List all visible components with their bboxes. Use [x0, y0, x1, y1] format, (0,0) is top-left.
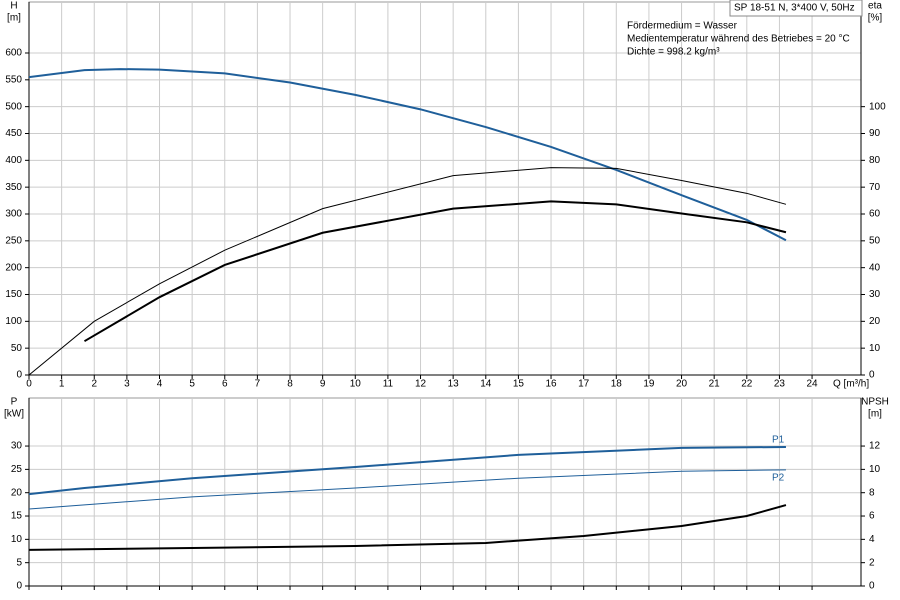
x-tick-label: 19	[643, 379, 655, 390]
y-tick-label: 400	[5, 155, 22, 166]
x-tick-label: 6	[222, 379, 228, 390]
y2-tick-label: 0	[869, 370, 875, 381]
y2-axis-label: NPSH	[861, 397, 889, 408]
y-axis-label: P	[11, 397, 18, 408]
y2-tick-label: 30	[869, 289, 881, 300]
chart-title: SP 18-51 N, 3*400 V, 50Hz	[734, 3, 855, 14]
y-tick-label: 500	[5, 101, 22, 112]
y-tick-label: 0	[16, 581, 22, 592]
y2-tick-label: 10	[869, 464, 881, 475]
y-tick-label: 15	[11, 511, 23, 522]
y2-tick-label: 10	[869, 343, 881, 354]
x-tick-label: 15	[513, 379, 525, 390]
annotation: Dichte = 998.2 kg/m³	[627, 47, 720, 58]
x-tick-label: 4	[157, 379, 163, 390]
y-tick-label: 20	[11, 487, 23, 498]
data-line	[28, 167, 787, 376]
annotation: Medientemperatur während des Betriebes =…	[627, 34, 850, 45]
y-tick-label: 350	[5, 182, 22, 193]
y-tick-label: 0	[16, 370, 22, 381]
y2-tick-label: 6	[869, 511, 875, 522]
x-tick-label: 9	[320, 379, 326, 390]
x-tick-label: 23	[774, 379, 786, 390]
y2-tick-label: 0	[869, 581, 875, 592]
y2-tick-label: 4	[869, 534, 875, 545]
y2-axis-label: eta	[868, 1, 882, 12]
y-tick-label: 450	[5, 128, 22, 139]
y2-tick-label: 12	[869, 441, 881, 452]
y-axis-unit: [m]	[7, 13, 21, 24]
x-tick-label: 10	[350, 379, 362, 390]
y2-axis-unit: [%]	[868, 13, 883, 24]
x-tick-label: 11	[383, 379, 394, 390]
x-tick-label: 24	[806, 379, 818, 390]
x-tick-label: 5	[189, 379, 195, 390]
y-tick-label: 5	[16, 557, 22, 568]
data-line	[28, 504, 787, 551]
x-tick-label: 14	[480, 379, 492, 390]
title-box	[729, 0, 863, 17]
y-tick-label: 200	[5, 262, 22, 273]
x-tick-label: 3	[124, 379, 130, 390]
plot-area	[28, 397, 862, 587]
y2-tick-label: 90	[869, 128, 881, 139]
y2-tick-label: 60	[869, 209, 881, 220]
y2-axis-unit: [m]	[868, 409, 882, 420]
x-axis-label: Q [m³/h]	[833, 379, 869, 390]
y-tick-label: 250	[5, 235, 22, 246]
y2-tick-label: 50	[869, 235, 881, 246]
y-tick-label: 300	[5, 209, 22, 220]
y2-tick-label: 70	[869, 182, 881, 193]
x-tick-label: 1	[59, 379, 65, 390]
y-axis-label: H	[10, 1, 17, 12]
plot-area	[28, 1, 862, 376]
annotation: Fördermedium = Wasser	[627, 21, 738, 32]
x-tick-label: 0	[26, 379, 32, 390]
data-line	[28, 469, 786, 510]
x-tick-label: 8	[287, 379, 293, 390]
x-tick-label: 13	[448, 379, 460, 390]
x-tick-label: 21	[709, 379, 721, 390]
data-line	[83, 200, 787, 343]
x-tick-label: 20	[676, 379, 688, 390]
y-tick-label: 550	[5, 74, 22, 85]
y-tick-label: 600	[5, 48, 22, 59]
y-tick-label: 100	[5, 316, 22, 327]
y-tick-label: 150	[5, 289, 22, 300]
x-tick-label: 7	[255, 379, 261, 390]
x-tick-label: 22	[741, 379, 753, 390]
y2-tick-label: 20	[869, 316, 881, 327]
x-tick-label: 12	[415, 379, 427, 390]
x-tick-label: 2	[91, 379, 97, 390]
y2-tick-label: 40	[869, 262, 881, 273]
y2-tick-label: 2	[869, 557, 875, 568]
x-tick-label: 16	[545, 379, 557, 390]
y-tick-label: 50	[11, 343, 23, 354]
data-line	[28, 445, 786, 496]
y-axis-unit: [kW]	[4, 409, 24, 420]
y2-tick-label: 100	[869, 101, 886, 112]
x-tick-label: 17	[578, 379, 590, 390]
series-label: P2	[772, 472, 785, 483]
x-tick-label: 18	[611, 379, 623, 390]
y-tick-label: 10	[11, 534, 23, 545]
y2-tick-label: 8	[869, 487, 875, 498]
series-label: P1	[772, 435, 785, 446]
y-tick-label: 25	[11, 464, 23, 475]
y-tick-label: 30	[11, 441, 23, 452]
data-line	[28, 68, 787, 242]
y2-tick-label: 80	[869, 155, 881, 166]
